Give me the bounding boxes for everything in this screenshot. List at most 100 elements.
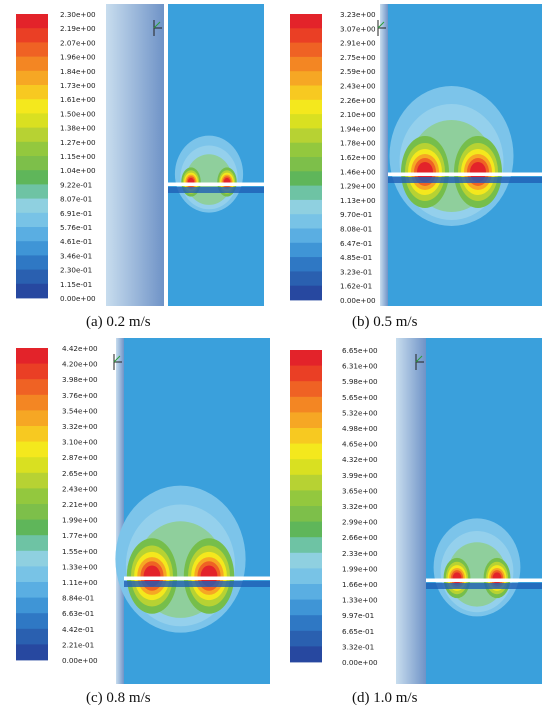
scale-label: 6.65e+00 xyxy=(342,346,378,355)
scale-swatch xyxy=(290,490,322,507)
contour-plot-d: 6.65e+00 6.31e+00 5.98e+00 5.65e+00 5.32e+00… xyxy=(290,338,542,684)
coordinate-axis-icon xyxy=(415,354,424,370)
scale-label: 2.33e+00 xyxy=(342,549,378,558)
scale-label: 3.32e+00 xyxy=(62,422,98,431)
scale-swatch xyxy=(290,459,322,476)
scale-label: 3.32e-01 xyxy=(342,642,374,651)
scale-label: 0.00e+00 xyxy=(342,658,378,667)
scale-swatch xyxy=(16,56,48,72)
scale-label: 0.00e+00 xyxy=(62,656,98,665)
scale-label: 4.32e+00 xyxy=(342,455,378,464)
caption-b: (b) 0.5 m/s xyxy=(352,314,418,330)
scale-swatch xyxy=(16,628,48,645)
domain-wall xyxy=(396,338,426,684)
scale-label: 3.99e+00 xyxy=(342,471,378,480)
scale-swatch xyxy=(16,441,48,458)
scale-swatch xyxy=(16,28,48,43)
scale-swatch xyxy=(16,410,48,427)
scale-swatch xyxy=(290,412,322,429)
contour-plot-a: 2.30e+00 2.19e+00 2.07e+00 1.96e+00 1.84e+00… xyxy=(16,4,264,306)
scale-label: 1.62e+00 xyxy=(340,153,376,162)
scale-swatch xyxy=(290,142,322,158)
scale-label: 4.42e+00 xyxy=(62,344,98,353)
scale-swatch xyxy=(16,348,48,364)
wake-band xyxy=(426,583,542,589)
scale-label: 9.97e-01 xyxy=(342,611,374,620)
scale-swatch xyxy=(16,488,48,505)
scale-swatch xyxy=(16,255,48,270)
coordinate-axis-icon xyxy=(113,354,122,370)
scale-label: 1.15e-01 xyxy=(60,280,92,289)
coordinate-axis-icon xyxy=(377,20,386,36)
scale-label: 3.07e+00 xyxy=(340,24,376,33)
scale-label: 1.94e+00 xyxy=(340,124,376,133)
scale-swatch xyxy=(16,113,48,128)
contour-panel-d: 6.65e+00 6.31e+00 5.98e+00 5.65e+00 5.32e+00… xyxy=(280,338,542,706)
scale-label: 1.15e+00 xyxy=(60,152,96,161)
scale-swatch xyxy=(16,14,48,29)
scale-label: 8.08e-01 xyxy=(340,225,372,234)
scale-swatch xyxy=(290,285,322,301)
contour-plot-c: 4.42e+00 4.20e+00 3.98e+00 3.76e+00 3.54e+00… xyxy=(16,338,270,684)
scale-swatch xyxy=(290,552,322,569)
scale-label: 5.32e+00 xyxy=(342,408,378,417)
scale-swatch xyxy=(290,28,322,43)
domain-wall xyxy=(380,4,388,306)
scale-swatch xyxy=(16,269,48,285)
scale-label: 1.61e+00 xyxy=(60,95,96,104)
scale-swatch xyxy=(16,198,48,214)
scale-swatch xyxy=(290,537,322,554)
scale-swatch xyxy=(290,599,322,616)
scale-label: 2.26e+00 xyxy=(340,96,376,105)
scale-swatch xyxy=(290,199,322,215)
scale-label: 2.21e+00 xyxy=(62,500,98,509)
velocity-field-b xyxy=(377,4,542,306)
scale-label: 1.13e+00 xyxy=(340,196,376,205)
scale-swatch xyxy=(16,141,48,157)
scale-label: 3.46e-01 xyxy=(60,251,92,260)
wake-band xyxy=(168,187,264,193)
scale-label: 1.46e+00 xyxy=(340,167,376,176)
scale-swatch xyxy=(290,185,322,201)
scale-label: 2.65e+00 xyxy=(62,469,98,478)
scale-swatch xyxy=(16,99,48,114)
scale-swatch xyxy=(290,271,322,287)
scale-label: 2.99e+00 xyxy=(342,518,378,527)
caption-d: (d) 1.0 m/s xyxy=(352,690,418,706)
scale-label: 1.33e+00 xyxy=(342,596,378,605)
scale-swatch xyxy=(16,42,48,57)
scale-label: 2.75e+00 xyxy=(340,53,376,62)
scale-label: 3.65e+00 xyxy=(342,486,378,495)
scale-swatch xyxy=(290,568,322,585)
scale-label: 4.42e-01 xyxy=(62,625,94,634)
scale-label: 2.21e-01 xyxy=(62,640,94,649)
scale-labels-c: 4.42e+00 4.20e+00 3.98e+00 3.76e+00 3.54e+00… xyxy=(62,344,98,665)
velocity-field-a xyxy=(106,4,264,306)
scale-label: 1.04e+00 xyxy=(60,166,96,175)
scale-swatch xyxy=(16,184,48,199)
scale-label: 1.62e-01 xyxy=(340,282,372,291)
scale-label: 2.30e-01 xyxy=(60,266,92,275)
scale-swatch xyxy=(290,114,322,129)
scale-label: 3.32e+00 xyxy=(342,502,378,511)
domain-wall xyxy=(116,338,124,684)
scale-swatch xyxy=(16,504,48,520)
color-scale-b xyxy=(290,14,322,301)
scale-swatch xyxy=(16,582,48,598)
scale-swatch xyxy=(16,394,48,411)
scale-label: 1.33e+00 xyxy=(62,562,98,571)
scale-swatch xyxy=(290,646,322,663)
scale-label: 5.76e-01 xyxy=(60,223,92,232)
scale-label: 3.98e+00 xyxy=(62,375,98,384)
scale-swatch xyxy=(16,127,48,143)
scale-label: 4.98e+00 xyxy=(342,424,378,433)
caption-c: (c) 0.8 m/s xyxy=(86,690,151,706)
pipe xyxy=(426,578,542,582)
scale-label: 1.66e+00 xyxy=(342,580,378,589)
scale-label: 4.65e+00 xyxy=(342,440,378,449)
scale-label: 1.27e+00 xyxy=(60,138,96,147)
coordinate-axis-icon xyxy=(153,20,162,36)
scale-swatch xyxy=(290,85,322,101)
scale-labels-a: 2.30e+00 2.19e+00 2.07e+00 1.96e+00 1.84e+00… xyxy=(60,10,96,303)
velocity-field-c xyxy=(113,338,270,684)
